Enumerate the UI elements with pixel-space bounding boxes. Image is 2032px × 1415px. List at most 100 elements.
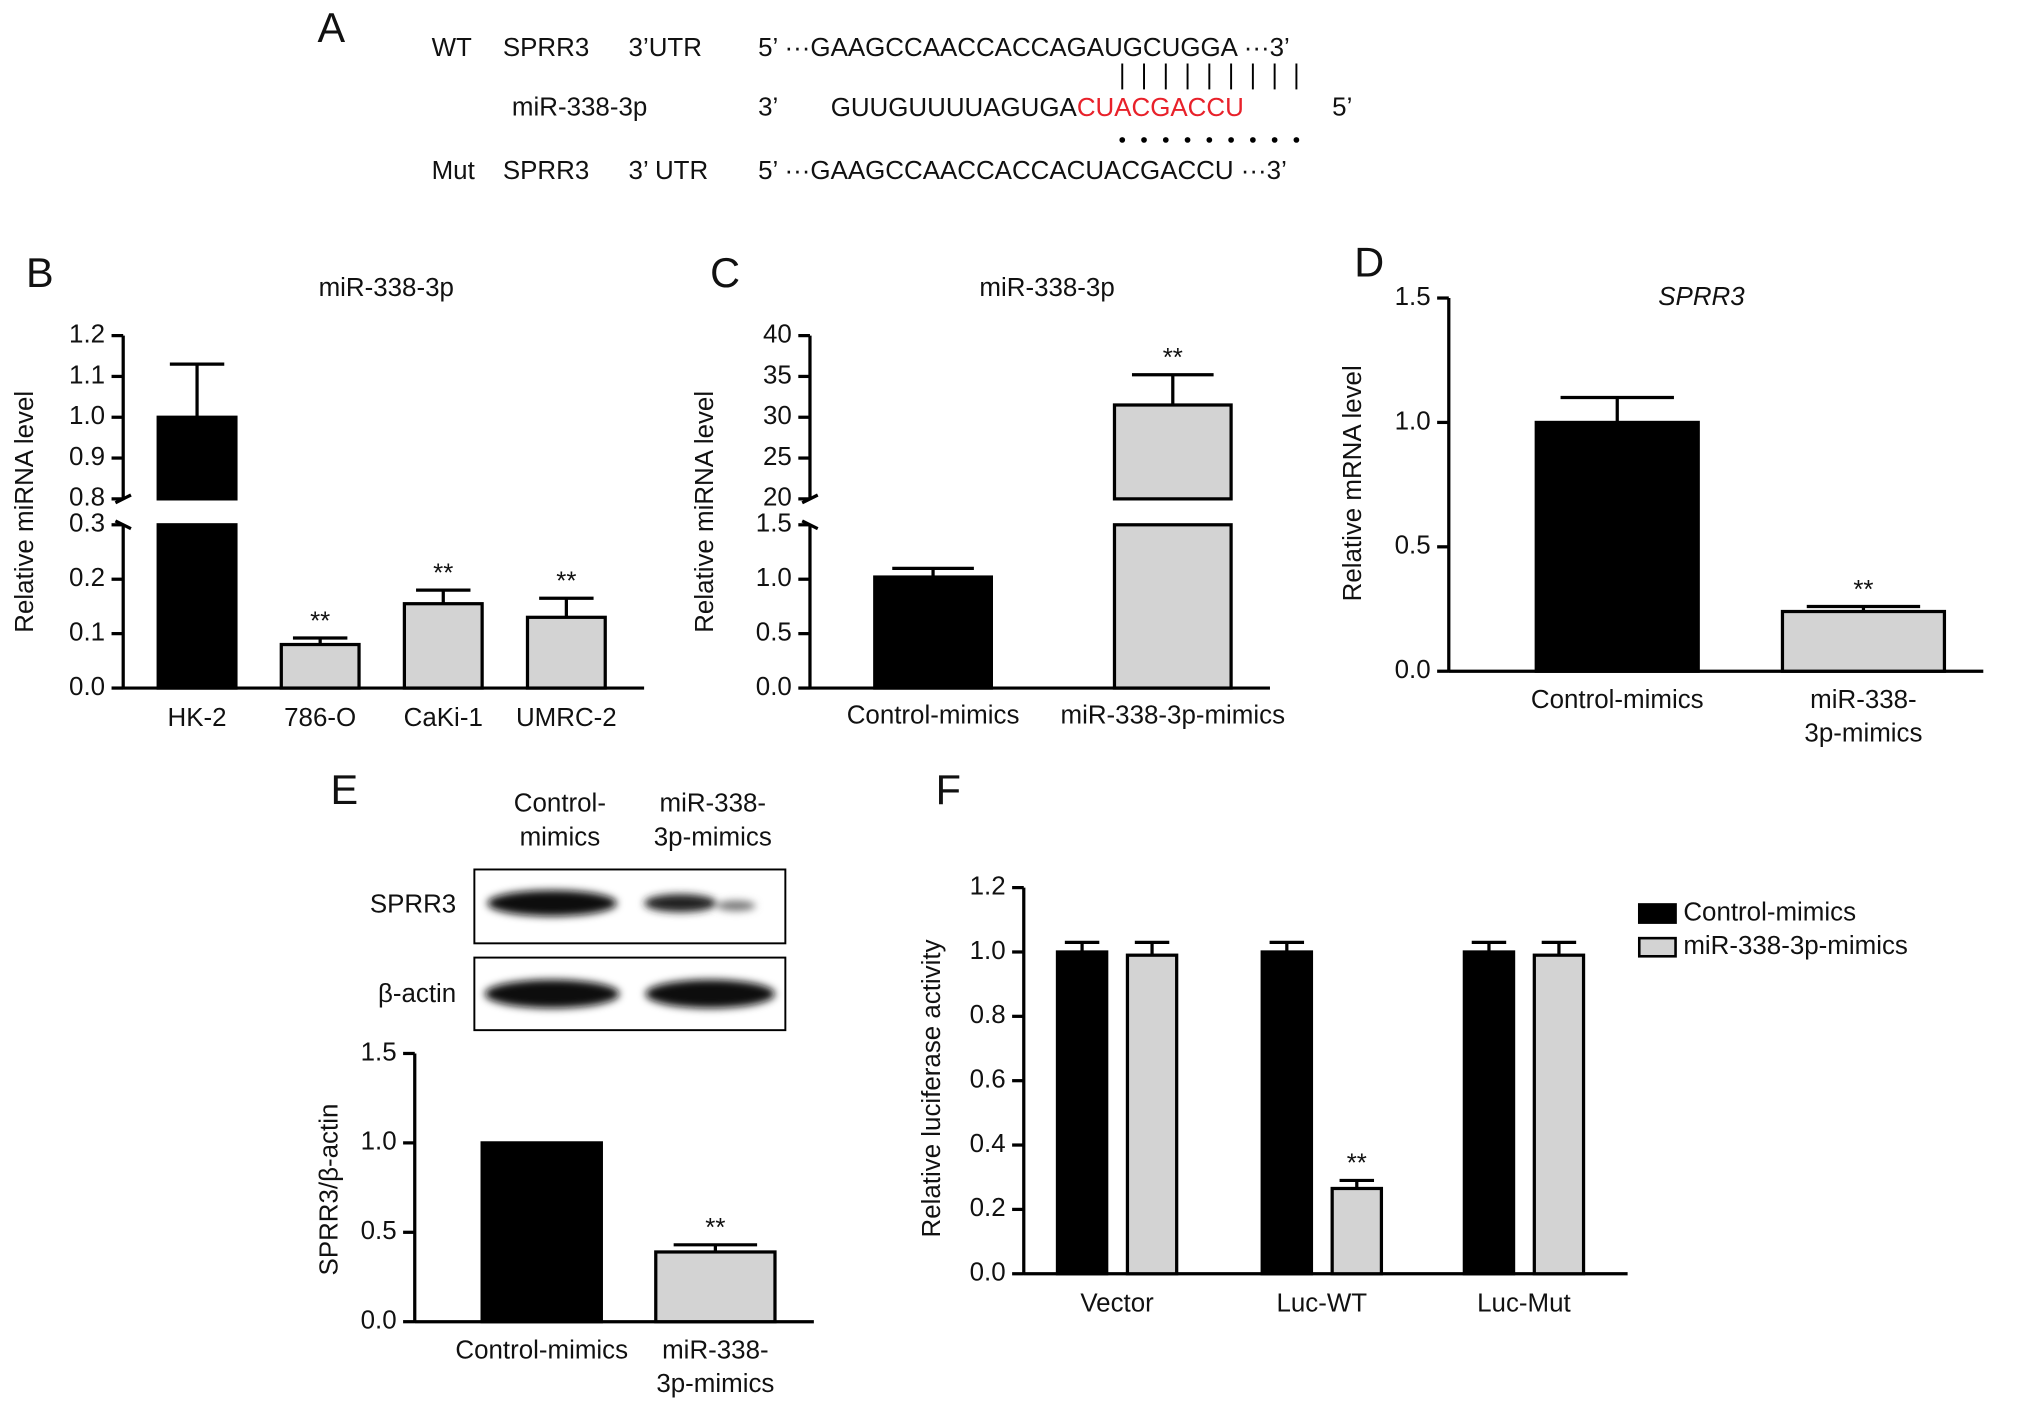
y-tick-label: 0.5 (361, 1217, 397, 1245)
y-axis-label: Relative miRNA level (691, 391, 719, 633)
x-tick-label: UMRC-2 (516, 704, 617, 732)
y-tick-label: 0.0 (756, 673, 792, 701)
text-line: miR-338- (1810, 686, 1917, 714)
text-line: mimics (520, 823, 601, 851)
sequence: 5’ ···GAAGCCAACCACCACUACGACCU ···3’ (758, 157, 1287, 185)
sequence: GUUGUUUUAGUGACUACGACCU (831, 94, 1244, 122)
seq-label: WT (432, 34, 472, 62)
x-tick-label: HK-2 (168, 704, 227, 732)
y-axis-label: Relative miRNA level (11, 391, 39, 633)
panel-letter: A (318, 4, 346, 51)
y-axis-label: Relative mRNA level (1339, 365, 1367, 601)
y-tick-label: 0.6 (970, 1066, 1006, 1094)
significance: ** (433, 559, 453, 587)
chart-title: SPRR3 (1658, 283, 1745, 311)
y-tick-label: 0.5 (1395, 532, 1431, 560)
x-tick-label: Control-mimics (847, 701, 1020, 729)
text-line: miR-338- (660, 790, 767, 818)
x-tick-label: 786-O (284, 704, 356, 732)
seq-label: Mut (432, 157, 476, 185)
bar (1055, 950, 1109, 1276)
chart-title: miR-338-3p (319, 274, 454, 302)
panel-letter: D (1354, 239, 1384, 286)
seed-region: CUACGACCU (1077, 94, 1244, 122)
x-tick-label: miR-338- 3p-mimics (656, 1336, 774, 1398)
mismatch-dot (1271, 137, 1278, 143)
y-tick-label: 0.4 (970, 1130, 1006, 1158)
y-tick-label: 1.2 (69, 320, 105, 348)
bar (1112, 403, 1233, 501)
text-line: 3p-mimics (654, 823, 772, 851)
x-tick-label: Control-mimics (455, 1336, 628, 1364)
y-tick-label: 1.1 (69, 361, 105, 389)
y-tick-label: 0.0 (69, 673, 105, 701)
x-tick-label: Luc-Mut (1477, 1290, 1571, 1318)
y-tick-label: 25 (763, 443, 792, 471)
bar (279, 642, 361, 690)
y-tick-label: 1.5 (756, 510, 792, 538)
y-tick-label: 0.2 (69, 564, 105, 592)
x-tick-label: miR-338- 3p-mimics (1804, 686, 1922, 748)
seq-label: miR-338-3p (512, 94, 647, 122)
x-tick-label: Vector (1080, 1290, 1154, 1318)
y-tick-label: 40 (763, 320, 792, 348)
significance: ** (310, 607, 330, 635)
y-tick-label: 0.3 (69, 510, 105, 538)
y-tick-label: 1.5 (361, 1038, 397, 1066)
seq-label: 3’ UTR (629, 157, 709, 185)
legend-label: Control-mimics (1683, 898, 1856, 926)
bar (1260, 950, 1314, 1276)
bar (156, 415, 238, 501)
mismatch-dot (1141, 137, 1147, 143)
y-tick-label: 1.0 (69, 402, 105, 430)
y-tick-label: 35 (763, 361, 792, 389)
seq-label: SPRR3 (503, 34, 589, 62)
y-tick-label: 30 (763, 402, 792, 430)
band (645, 979, 775, 1009)
bar (156, 523, 238, 690)
bar (1534, 420, 1700, 673)
mismatch-dot (1250, 137, 1256, 143)
y-tick-label: 0.1 (69, 618, 105, 646)
x-tick-label: Control-mimics (1531, 686, 1704, 714)
blot-row: β-actin (378, 980, 456, 1008)
band (644, 894, 717, 913)
mismatch-dot (1228, 137, 1234, 143)
y-axis-label: Relative luciferase activity (918, 939, 946, 1237)
base-pairing (1119, 63, 1300, 143)
legend-label: miR-338-3p-mimics (1683, 932, 1908, 960)
text-line: 3p-mimics (656, 1370, 774, 1398)
text-line: miR-338- (662, 1336, 769, 1364)
y-tick-label: 0.0 (1395, 656, 1431, 684)
text-line: Control- (514, 790, 606, 818)
y-tick-label: 20 (763, 484, 792, 512)
legend-swatch (1637, 936, 1677, 958)
mismatch-dot (1293, 137, 1300, 143)
mismatch-dot (1184, 137, 1191, 143)
bar (1462, 950, 1516, 1276)
mismatch-dot (1206, 137, 1213, 143)
mismatch-dot (1162, 137, 1169, 143)
seq-label: 3’ (758, 94, 778, 122)
legend-swatch (1637, 903, 1677, 924)
band (484, 979, 620, 1009)
significance: ** (1347, 1150, 1367, 1178)
band (716, 900, 756, 911)
significance: ** (1853, 576, 1873, 604)
significance: ** (1163, 344, 1183, 372)
y-tick-label: 1.0 (361, 1128, 397, 1156)
bar (402, 602, 484, 690)
bar (1112, 523, 1233, 690)
band (487, 890, 617, 917)
y-tick-label: 1.0 (756, 564, 792, 592)
bar (654, 1250, 777, 1324)
y-tick-label: 1.2 (970, 872, 1006, 900)
text-line: 3p-mimics (1804, 720, 1922, 748)
y-tick-label: 1.5 (1395, 283, 1431, 311)
bar (1125, 953, 1179, 1276)
blot-column: Control-mimics (514, 790, 606, 852)
y-tick-label: 0.5 (756, 618, 792, 646)
panel-letter: F (936, 766, 961, 813)
sequence-part: GUUGUUUUAGUGA (831, 94, 1078, 122)
